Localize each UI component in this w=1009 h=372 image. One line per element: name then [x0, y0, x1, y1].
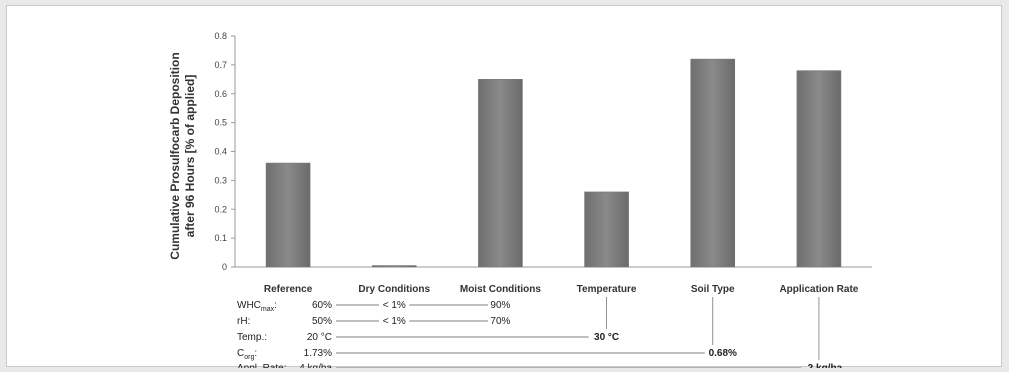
- y-tick-label: 0: [222, 262, 227, 272]
- y-tick-label: 0.1: [214, 233, 227, 243]
- y-axis-title-line2: after 96 Hours [% of applied]: [183, 75, 197, 238]
- x-category-label: Temperature: [577, 284, 637, 295]
- y-tick-label: 0.5: [214, 118, 227, 128]
- y-axis-label: Cumulative Prosulfocarb Deposition after …: [168, 52, 197, 259]
- x-category-label: Soil Type: [691, 284, 735, 295]
- condition-value: < 1%: [383, 300, 406, 311]
- y-tick-label: 0.4: [214, 147, 227, 157]
- y-tick-label: 0.7: [214, 60, 227, 70]
- bar: [796, 70, 842, 268]
- condition-value: 90%: [490, 300, 510, 311]
- x-category-label: Dry Conditions: [358, 284, 430, 295]
- bar: [478, 79, 523, 268]
- x-category-labels: Reference Dry Conditions Moist Conditions T…: [264, 284, 859, 295]
- y-axis-title-line1: Cumulative Prosulfocarb Deposition: [168, 52, 182, 259]
- condition-label: rH:: [237, 316, 250, 327]
- conditions-table: WHCmax: 60% < 1% 90% rH: 50% < 1% 70% Temp.: 20 °…: [237, 297, 843, 368]
- x-category-label: Application Rate: [779, 284, 858, 295]
- bar: [371, 265, 417, 268]
- condition-value: 0.68%: [709, 348, 737, 359]
- y-tick-label: 0.2: [214, 204, 227, 214]
- condition-label: WHCmax:: [237, 300, 277, 313]
- y-tick-label: 0.6: [214, 89, 227, 99]
- y-tick-label: 0.3: [214, 175, 227, 185]
- x-category-label: Moist Conditions: [460, 284, 542, 295]
- bar: [584, 191, 629, 268]
- bar: [265, 162, 311, 268]
- condition-label: Temp.:: [237, 332, 267, 343]
- x-category-label: Reference: [264, 284, 313, 295]
- reference-value: 50%: [312, 316, 332, 327]
- figure-frame: Cumulative Prosulfocarb Deposition after …: [6, 5, 1002, 368]
- reference-value: 1.73%: [304, 348, 332, 359]
- reference-value: 20 °C: [307, 332, 332, 343]
- condition-value: 70%: [490, 316, 510, 327]
- y-tick-label: 0.8: [214, 31, 227, 41]
- bar: [690, 58, 736, 268]
- axes: 0 0.1 0.2 0.3 0.4 0.5 0.6 0.7 0.8: [214, 31, 872, 272]
- bars: [265, 58, 842, 268]
- bar-chart: Cumulative Prosulfocarb Deposition after …: [168, 31, 872, 368]
- condition-label: Appl. Rate:: [237, 363, 286, 368]
- condition-value: 2 kg/ha: [808, 363, 843, 368]
- condition-label: Corg:: [237, 348, 257, 361]
- reference-value: 60%: [312, 300, 332, 311]
- condition-value: < 1%: [383, 316, 406, 327]
- reference-value: 4 kg/ha: [299, 363, 332, 368]
- condition-value: 30 °C: [594, 332, 619, 343]
